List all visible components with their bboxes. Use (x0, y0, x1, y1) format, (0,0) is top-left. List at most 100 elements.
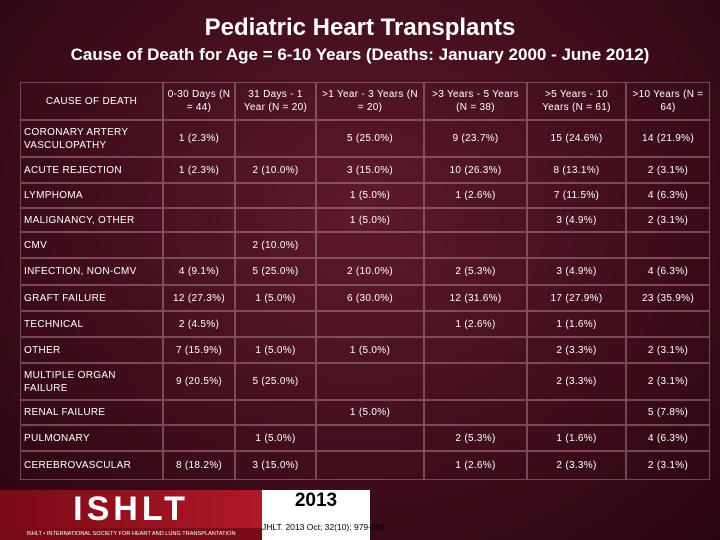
cell: 2 (3.3%) (527, 451, 626, 480)
cell: 5 (7.8%) (626, 400, 710, 425)
cell: 1 (1.6%) (527, 425, 626, 451)
cell (163, 425, 235, 451)
row-label: MULTIPLE ORGAN FAILURE (20, 363, 163, 400)
cell: 7 (11.5%) (527, 183, 626, 208)
cell: 5 (25.0%) (316, 120, 424, 157)
cell: 1 (5.0%) (316, 208, 424, 232)
cell (163, 232, 235, 258)
cell (527, 400, 626, 425)
column-header: >5 Years - 10 Years (N = 61) (527, 82, 626, 120)
subtitle: Cause of Death for Age = 6-10 Years (Dea… (70, 45, 650, 64)
cell: 9 (23.7%) (424, 120, 527, 157)
cell: 4 (9.1%) (163, 258, 235, 285)
cell (163, 400, 235, 425)
cell: 1 (5.0%) (235, 337, 316, 363)
row-label: TECHNICAL (20, 311, 163, 337)
cell: 14 (21.9%) (626, 120, 710, 157)
cell: 4 (6.3%) (626, 183, 710, 208)
row-label: INFECTION, NON-CMV (20, 258, 163, 285)
cell (424, 337, 527, 363)
cell: 2 (3.1%) (626, 157, 710, 183)
cell (527, 232, 626, 258)
cell (316, 311, 424, 337)
cell: 1 (2.3%) (163, 157, 235, 183)
cell: 15 (24.6%) (527, 120, 626, 157)
cell (424, 363, 527, 400)
column-header: 0-30 Days (N = 44) (163, 82, 235, 120)
cell: 1 (5.0%) (316, 400, 424, 425)
cell (424, 208, 527, 232)
row-label: MALIGNANCY, OTHER (20, 208, 163, 232)
citation-box: 2013 JHLT. 2013 Oct; 32(10): 979-988 (262, 490, 386, 540)
cell: 9 (20.5%) (163, 363, 235, 400)
cell (163, 208, 235, 232)
cell (235, 400, 316, 425)
cell: 2 (3.1%) (626, 363, 710, 400)
cell: 5 (25.0%) (235, 258, 316, 285)
cell: 10 (26.3%) (424, 157, 527, 183)
cell: 1 (5.0%) (316, 183, 424, 208)
row-label: CMV (20, 232, 163, 258)
cell: 2 (3.1%) (626, 337, 710, 363)
cell: 4 (6.3%) (626, 425, 710, 451)
table: CAUSE OF DEATH 0-30 Days (N = 44) 31 Days … (20, 82, 710, 480)
cell: 1 (2.6%) (424, 451, 527, 480)
row-label: LYMPHOMA (20, 183, 163, 208)
cell: 2 (10.0%) (235, 157, 316, 183)
column-header: 31 Days - 1 Year (N = 20) (235, 82, 316, 120)
cell: 1 (5.0%) (235, 285, 316, 311)
cell (316, 232, 424, 258)
row-label: ACUTE REJECTION (20, 157, 163, 183)
cell: 8 (18.2%) (163, 451, 235, 480)
column-header: >1 Year - 3 Years (N = 20) (316, 82, 424, 120)
cell (626, 311, 710, 337)
cell: 1 (5.0%) (235, 425, 316, 451)
row-label: PULMONARY (20, 425, 163, 451)
row-label: GRAFT FAILURE (20, 285, 163, 311)
cell: 2 (4.5%) (163, 311, 235, 337)
cell: 23 (35.9%) (626, 285, 710, 311)
cell (235, 183, 316, 208)
cell: 2 (3.3%) (527, 337, 626, 363)
cell (316, 363, 424, 400)
cell: 5 (25.0%) (235, 363, 316, 400)
row-label: OTHER (20, 337, 163, 363)
cell: 17 (27.9%) (527, 285, 626, 311)
cell (424, 400, 527, 425)
cell (626, 232, 710, 258)
cell: 1 (1.6%) (527, 311, 626, 337)
cell: 1 (2.3%) (163, 120, 235, 157)
cell: 1 (2.6%) (424, 183, 527, 208)
cell (235, 120, 316, 157)
cell: 12 (27.3%) (163, 285, 235, 311)
cell: 2 (3.3%) (527, 363, 626, 400)
logo-word: ISHLT (0, 490, 262, 528)
cell: 12 (31.6%) (424, 285, 527, 311)
cell (316, 451, 424, 480)
cell: 6 (30.0%) (316, 285, 424, 311)
logo: ISHLT ISHLT • INTERNATIONAL SOCIETY FOR … (0, 490, 262, 540)
cell (235, 208, 316, 232)
column-header: CAUSE OF DEATH (20, 82, 163, 120)
logo-tagline: ISHLT • INTERNATIONAL SOCIETY FOR HEART … (0, 528, 262, 540)
cell: 4 (6.3%) (626, 258, 710, 285)
cell (163, 183, 235, 208)
cell: 1 (2.6%) (424, 311, 527, 337)
cell: 2 (3.1%) (626, 451, 710, 480)
cell: 3 (4.9%) (527, 208, 626, 232)
cell: 2 (3.1%) (626, 208, 710, 232)
cell: 3 (15.0%) (235, 451, 316, 480)
cell (424, 232, 527, 258)
cell: 3 (15.0%) (316, 157, 424, 183)
cell: 7 (15.9%) (163, 337, 235, 363)
cell (316, 425, 424, 451)
cell: 2 (5.3%) (424, 258, 527, 285)
column-header: >3 Years - 5 Years (N = 38) (424, 82, 527, 120)
cell: 3 (4.9%) (527, 258, 626, 285)
cell: 2 (10.0%) (235, 232, 316, 258)
title: Pediatric Heart Transplants (204, 14, 516, 41)
cell: 2 (5.3%) (424, 425, 527, 451)
cell: 8 (13.1%) (527, 157, 626, 183)
citation: JHLT. 2013 Oct; 32(10): 979-988 (262, 522, 386, 532)
